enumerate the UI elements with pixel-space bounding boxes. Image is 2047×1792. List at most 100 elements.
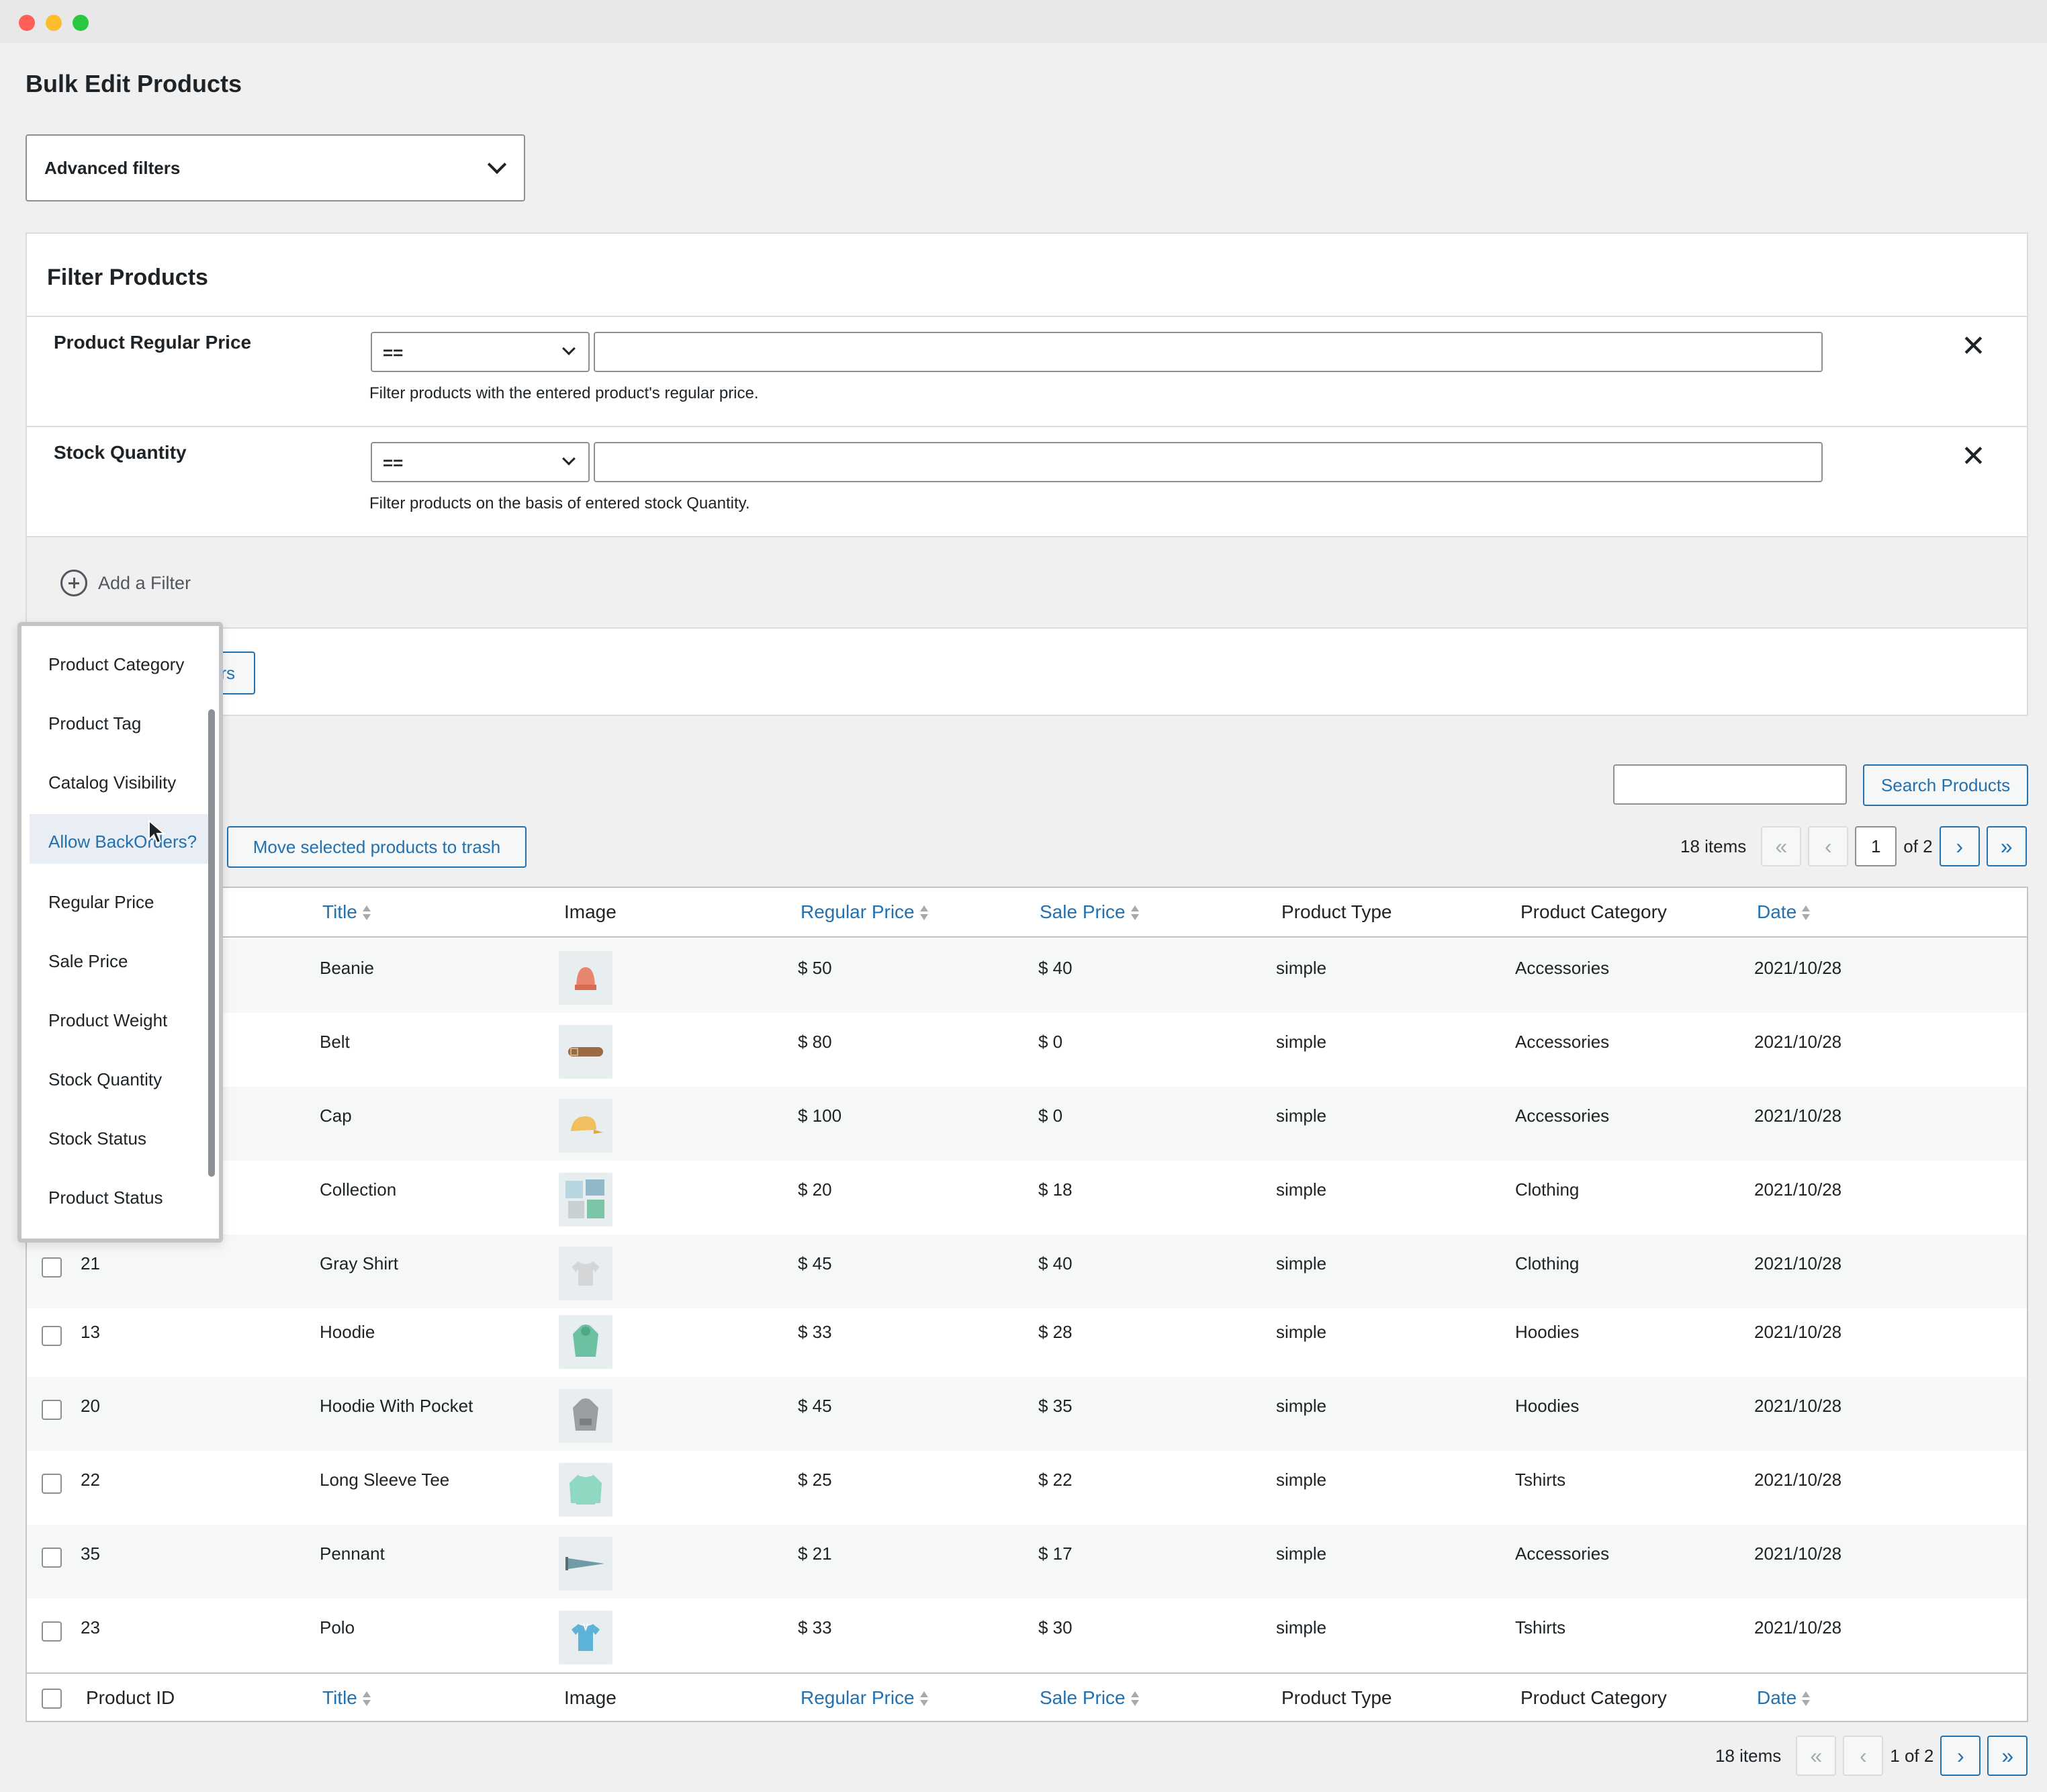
dropdown-scrollbar[interactable] [208,709,215,1177]
table-row: Belt $ 80 $ 0 simple Accessories 2021/10/28 [27,1013,2027,1087]
dropdown-option[interactable]: Stock Quantity [48,1069,163,1089]
column-title[interactable]: Title [322,901,371,923]
cell-date: 2021/10/28 [1754,1179,1842,1200]
cell-title: Long Sleeve Tee [320,1470,450,1490]
prev-page-button[interactable]: ‹ [1808,826,1849,866]
column-regular-price[interactable]: Regular Price [801,1687,928,1709]
advanced-filters-toggle[interactable]: Advanced filters [26,134,525,201]
long-sleeve-icon [559,1463,612,1517]
cell-product-id: 13 [81,1322,100,1342]
dropdown-option[interactable]: Product Weight [48,1010,168,1030]
pennant-icon [559,1537,612,1591]
column-date-label: Date [1757,901,1797,922]
remove-filter-close-icon[interactable]: ✕ [1961,330,1986,363]
maximize-window-button[interactable] [73,15,89,31]
column-product-type: Product Type [1281,1687,1392,1708]
hoodie-icon [559,1315,612,1369]
row-checkbox[interactable] [42,1548,62,1568]
cell-regular-price: $ 21 [798,1543,832,1564]
dropdown-option[interactable]: Allow BackOrders? [30,814,210,864]
cell-product-type: simple [1276,1253,1327,1273]
dropdown-option[interactable]: Sale Price [48,951,128,971]
column-regular-price[interactable]: Regular Price [801,901,928,923]
items-count: 18 items [1680,836,1747,856]
cell-date: 2021/10/28 [1754,1032,1842,1052]
row-checkbox[interactable] [42,1474,62,1494]
cell-date: 2021/10/28 [1754,1253,1842,1273]
last-page-button[interactable]: » [1986,826,2027,866]
column-image: Image [564,1687,617,1708]
dropdown-option[interactable]: Regular Price [48,892,154,912]
dropdown-option[interactable]: Product Category [48,654,185,674]
cell-product-category: Accessories [1515,1543,1610,1564]
table-footer: Product ID Title Image Regular Price Sal… [27,1672,2027,1722]
cap-icon [559,1099,612,1153]
minimize-window-button[interactable] [46,15,62,31]
products-table: Product ID Title Image Regular Price Sal… [26,887,2028,1722]
cell-regular-price: $ 80 [798,1032,832,1052]
column-date[interactable]: Date [1757,901,1811,923]
row-checkbox[interactable] [42,1400,62,1420]
column-product-type: Product Type [1281,901,1392,922]
cell-sale-price: $ 0 [1038,1106,1063,1126]
first-page-button[interactable]: « [1761,826,1802,866]
cell-title: Polo [320,1617,355,1638]
column-product-category: Product Category [1520,1687,1667,1708]
cell-product-id: 22 [81,1470,100,1490]
cell-product-type: simple [1276,1617,1327,1638]
operator-select[interactable]: == [371,442,590,482]
sort-icon [919,1691,928,1708]
cell-sale-price: $ 0 [1038,1032,1063,1052]
cell-date: 2021/10/28 [1754,1470,1842,1490]
cell-regular-price: $ 20 [798,1179,832,1200]
cell-sale-price: $ 18 [1038,1179,1073,1200]
next-page-button[interactable]: › [1939,826,1980,866]
table-row: Beanie $ 50 $ 40 simple Accessories 2021/10/2… [27,939,2027,1013]
add-filter-button[interactable]: Add a Filter [60,570,191,596]
cell-title: Collection [320,1179,397,1200]
cell-regular-price: $ 33 [798,1322,832,1342]
column-sale-price[interactable]: Sale Price [1040,1687,1139,1709]
search-input[interactable] [1613,764,1847,805]
column-title-label: Title [322,901,357,922]
sort-icon [1130,905,1139,922]
column-date[interactable]: Date [1757,1687,1811,1709]
chevron-down-icon [562,342,576,355]
row-checkbox[interactable] [42,1621,62,1642]
collection-icon [559,1173,612,1226]
filter-options-dropdown: Product Category Product Tag Catalog Visib… [17,622,223,1243]
table-row: 21 Gray Shirt $ 45 $ 40 simple Clothing 2021/1… [27,1235,2027,1308]
search-products-button[interactable]: Search Products [1863,764,2028,806]
move-to-trash-button[interactable]: Move selected products to trash [227,826,527,868]
cell-sale-price: $ 40 [1038,958,1073,978]
last-page-button[interactable]: » [1987,1736,2028,1776]
dropdown-option[interactable]: Stock Status [48,1128,146,1149]
filter-value-input[interactable] [594,442,1823,482]
current-page-input[interactable]: 1 [1855,826,1897,866]
cell-product-category: Hoodies [1515,1396,1580,1416]
first-page-button[interactable]: « [1796,1736,1837,1776]
cell-product-category: Accessories [1515,958,1610,978]
select-all-checkbox[interactable] [42,1689,62,1709]
row-checkbox[interactable] [42,1257,62,1278]
sort-icon [919,905,928,922]
dropdown-option[interactable]: Product Tag [48,713,142,733]
next-page-button[interactable]: › [1940,1736,1981,1776]
pagination-bottom: 18 items « ‹ 1 of 2 › » [1715,1736,2028,1776]
filter-value-input[interactable] [594,332,1823,372]
operator-select[interactable]: == [371,332,590,372]
remove-filter-close-icon[interactable]: ✕ [1961,440,1986,473]
column-title[interactable]: Title [322,1687,371,1709]
column-sale-price-label: Sale Price [1040,901,1126,922]
cell-sale-price: $ 28 [1038,1322,1073,1342]
prev-page-button[interactable]: ‹ [1843,1736,1884,1776]
dropdown-option[interactable]: Product Status [48,1188,163,1208]
column-product-id[interactable]: Product ID [86,1687,175,1708]
column-sale-price[interactable]: Sale Price [1040,901,1139,923]
dropdown-option[interactable]: Catalog Visibility [48,772,177,793]
close-window-button[interactable] [19,15,35,31]
pagination-top: 18 items « ‹ 1 of 2 › » [1680,826,2027,866]
operator-value: == [383,343,404,363]
filter-row-stock-quantity: Stock Quantity == Filter products on the… [27,427,2027,537]
row-checkbox[interactable] [42,1326,62,1346]
